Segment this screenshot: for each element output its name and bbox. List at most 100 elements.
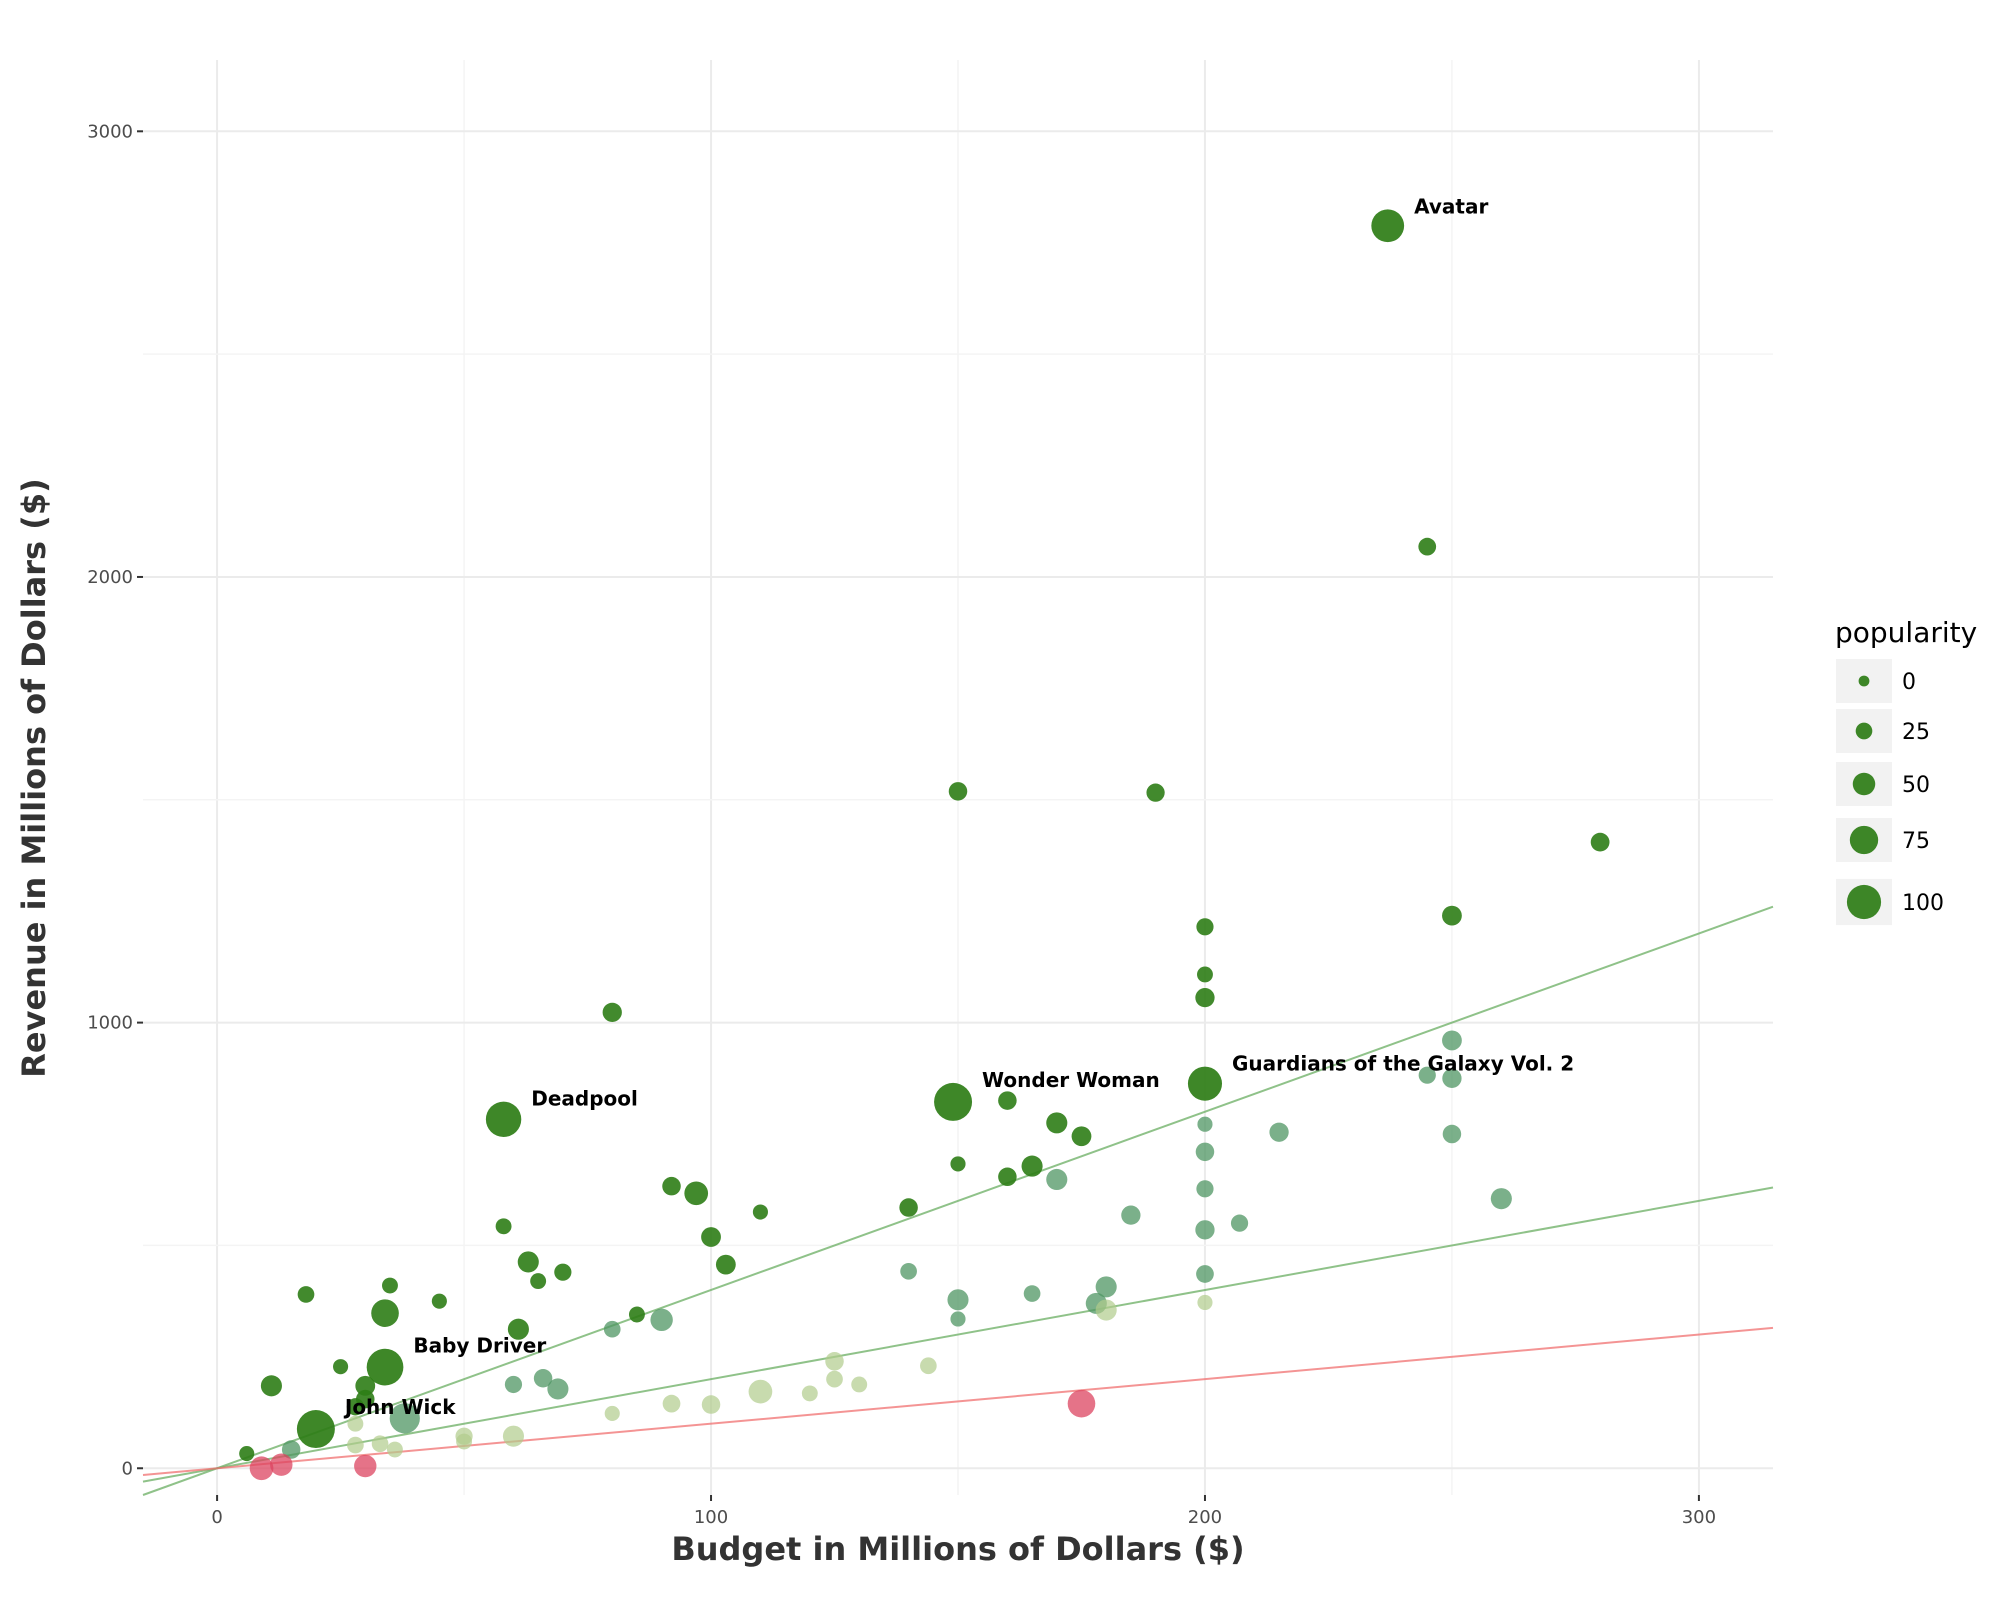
data-point	[1121, 1205, 1141, 1225]
data-point	[650, 1308, 673, 1332]
y-tick-label: 3000	[87, 121, 133, 142]
data-point	[920, 1357, 937, 1375]
data-point	[333, 1359, 349, 1375]
data-point	[389, 1403, 420, 1434]
data-point	[547, 1378, 569, 1400]
data-point	[1418, 1066, 1436, 1084]
legend-entry-label: 50	[1902, 773, 1930, 798]
annotated-point	[296, 1410, 335, 1449]
data-point	[1490, 1188, 1512, 1210]
data-point	[1197, 1294, 1213, 1311]
data-point	[1197, 1116, 1213, 1132]
annotations: Avatar Deadpool Wonder Woman Guardians of t…	[343, 194, 1574, 1419]
data-point	[1230, 1214, 1249, 1232]
x-axis-title: Budget in Millions of Dollars ($)	[671, 1530, 1244, 1568]
data-point	[602, 1002, 622, 1022]
reference-line	[142, 1186, 1774, 1483]
legend: popularity 0 25 50 75 100	[1835, 616, 1977, 926]
data-point	[801, 1385, 818, 1402]
data-point	[1195, 1220, 1215, 1240]
data-point	[899, 1198, 918, 1217]
y-tick-label: 1000	[87, 1013, 133, 1034]
data-point	[1095, 1299, 1117, 1321]
point-annotation: Deadpool	[531, 1087, 638, 1111]
data-points	[239, 209, 1610, 1481]
data-point	[354, 1454, 377, 1478]
y-axis-title: Revenue in Millions of Dollars ($)	[15, 478, 53, 1077]
data-point	[752, 1204, 768, 1220]
data-point	[1442, 1124, 1462, 1144]
data-point	[1590, 832, 1610, 852]
data-point	[281, 1440, 301, 1459]
data-point	[347, 1415, 364, 1432]
y-tick-label: 2000	[87, 567, 133, 588]
data-point	[825, 1352, 844, 1371]
data-point	[1196, 1265, 1214, 1283]
data-point	[1021, 1155, 1043, 1177]
annotated-point	[1187, 1066, 1223, 1101]
data-point	[1442, 1030, 1462, 1051]
data-point	[517, 1251, 539, 1273]
data-point	[456, 1433, 473, 1450]
data-point	[533, 1368, 553, 1388]
point-annotation: Guardians of the Galaxy Vol. 2	[1232, 1052, 1574, 1076]
data-point	[431, 1293, 447, 1309]
data-point	[507, 1318, 529, 1340]
data-point	[1442, 905, 1462, 926]
data-point	[270, 1453, 293, 1476]
data-point	[554, 1263, 572, 1281]
point-annotation: Wonder Woman	[982, 1068, 1160, 1092]
data-point	[701, 1227, 721, 1247]
data-point	[386, 1441, 403, 1458]
reference-line	[142, 1326, 1774, 1476]
x-tick-label: 300	[1682, 1507, 1716, 1528]
data-point	[948, 782, 968, 801]
x-tick-label: 0	[211, 1507, 222, 1528]
legend-entry-label: 75	[1902, 829, 1930, 854]
reference-lines	[142, 905, 1774, 1496]
data-point	[355, 1375, 376, 1396]
legend-entry-label: 0	[1902, 670, 1916, 695]
data-point	[628, 1306, 645, 1323]
data-point	[1046, 1168, 1068, 1191]
annotated-point	[934, 1082, 973, 1121]
reference-line	[142, 905, 1774, 1496]
annotated-point	[485, 1101, 522, 1138]
data-point	[998, 1167, 1017, 1187]
data-point	[1442, 1068, 1462, 1088]
data-point	[1196, 1180, 1214, 1198]
data-point	[1146, 783, 1165, 802]
data-point	[297, 1286, 315, 1303]
annotated-point	[1371, 209, 1405, 243]
data-point	[715, 1254, 736, 1275]
data-point	[1195, 1142, 1215, 1162]
data-point	[748, 1379, 773, 1404]
legend-key-circle	[1849, 825, 1879, 855]
legend-entry-label: 25	[1902, 720, 1930, 745]
data-point	[684, 1181, 709, 1206]
data-point	[662, 1176, 681, 1196]
data-point	[826, 1370, 843, 1388]
legend-entry-label: 100	[1902, 891, 1944, 916]
x-tick-label: 100	[694, 1507, 728, 1528]
data-point	[1071, 1126, 1092, 1147]
legend-title: popularity	[1835, 616, 1977, 649]
annotated-point	[366, 1348, 404, 1386]
legend-key-circle	[1852, 772, 1876, 796]
data-point	[950, 1311, 966, 1327]
data-point	[371, 1435, 389, 1453]
data-point	[851, 1376, 868, 1393]
data-point	[1023, 1285, 1041, 1302]
data-point	[950, 1156, 966, 1172]
data-point	[1046, 1112, 1068, 1134]
y-tick-label: 0	[122, 1458, 133, 1479]
data-point	[604, 1405, 620, 1422]
data-point	[371, 1299, 399, 1327]
data-point	[382, 1277, 398, 1294]
x-tick-label: 200	[1188, 1507, 1222, 1528]
data-point	[1418, 537, 1437, 556]
data-point	[239, 1445, 255, 1462]
